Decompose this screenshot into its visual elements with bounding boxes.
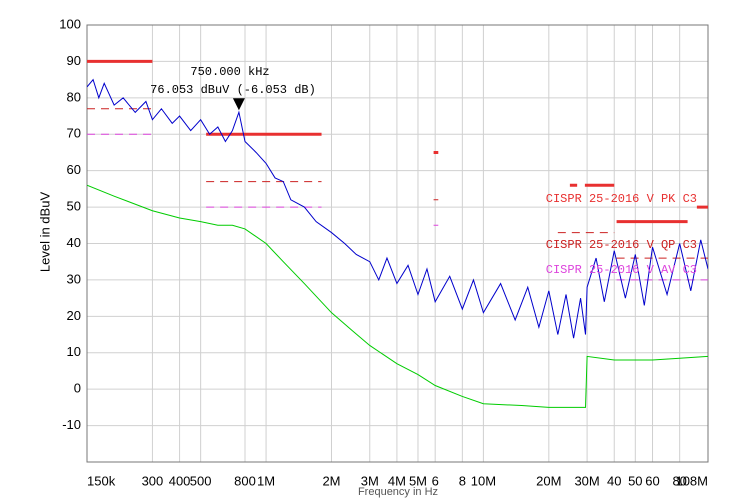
y-tick-label: 50 [67, 199, 81, 214]
y-tick-label: 60 [67, 162, 81, 177]
y-tick-label: 30 [67, 271, 81, 286]
marker [232, 98, 245, 111]
limit-label: CISPR 25-2016 V PK C3 [546, 192, 697, 206]
x-axis-title: Frequency in Hz [358, 486, 438, 498]
y-tick-label: 80 [67, 89, 81, 104]
limit-line [87, 59, 708, 224]
marker-label: 750.000 kHz [190, 65, 269, 79]
y-tick-label: 90 [67, 53, 81, 68]
x-tick-label: 50 [628, 473, 642, 488]
trace [87, 184, 708, 408]
x-tick-label: 20M [536, 473, 561, 488]
y-tick-label: 70 [67, 126, 81, 141]
y-tick-label: 20 [67, 308, 81, 323]
x-tick-label: 30M [574, 473, 599, 488]
x-tick-label: 400 [169, 473, 191, 488]
x-tick-label: 108M [675, 473, 708, 488]
marker-label: 76.053 dBuV (-6.053 dB) [150, 83, 316, 97]
x-tick-label: 1M [257, 473, 275, 488]
limit-line [87, 108, 708, 259]
x-tick-label: 3M [361, 473, 379, 488]
x-tick-label: 4M [388, 473, 406, 488]
x-tick-label: 800 [234, 473, 256, 488]
x-tick-label: 40 [607, 473, 621, 488]
x-tick-label: 150k [87, 473, 116, 488]
x-tick-label: 500 [190, 473, 212, 488]
x-tick-label: 6 [432, 473, 439, 488]
x-tick-label: 10M [471, 473, 496, 488]
x-tick-label: 5M [409, 473, 427, 488]
y-tick-label: 10 [67, 344, 81, 359]
x-tick-label: 2M [322, 473, 340, 488]
x-tick-label: 60 [645, 473, 659, 488]
y-tick-label: 0 [74, 381, 81, 396]
plot-frame [86, 24, 709, 463]
limit-label: CISPR 25-2016 V AV C3 [546, 263, 697, 277]
x-tick-label: 300 [142, 473, 164, 488]
x-tick-label: 8 [459, 473, 466, 488]
trace [87, 78, 708, 339]
y-tick-label: 100 [59, 16, 81, 31]
limit-label: CISPR 25-2016 V QP C3 [546, 238, 697, 252]
y-tick-label: 40 [67, 235, 81, 250]
x-tick-label: 80 [672, 473, 686, 488]
y-axis-title: Level in dBuV [37, 192, 52, 273]
y-tick-label: -10 [62, 417, 81, 432]
limit-line [87, 133, 708, 281]
